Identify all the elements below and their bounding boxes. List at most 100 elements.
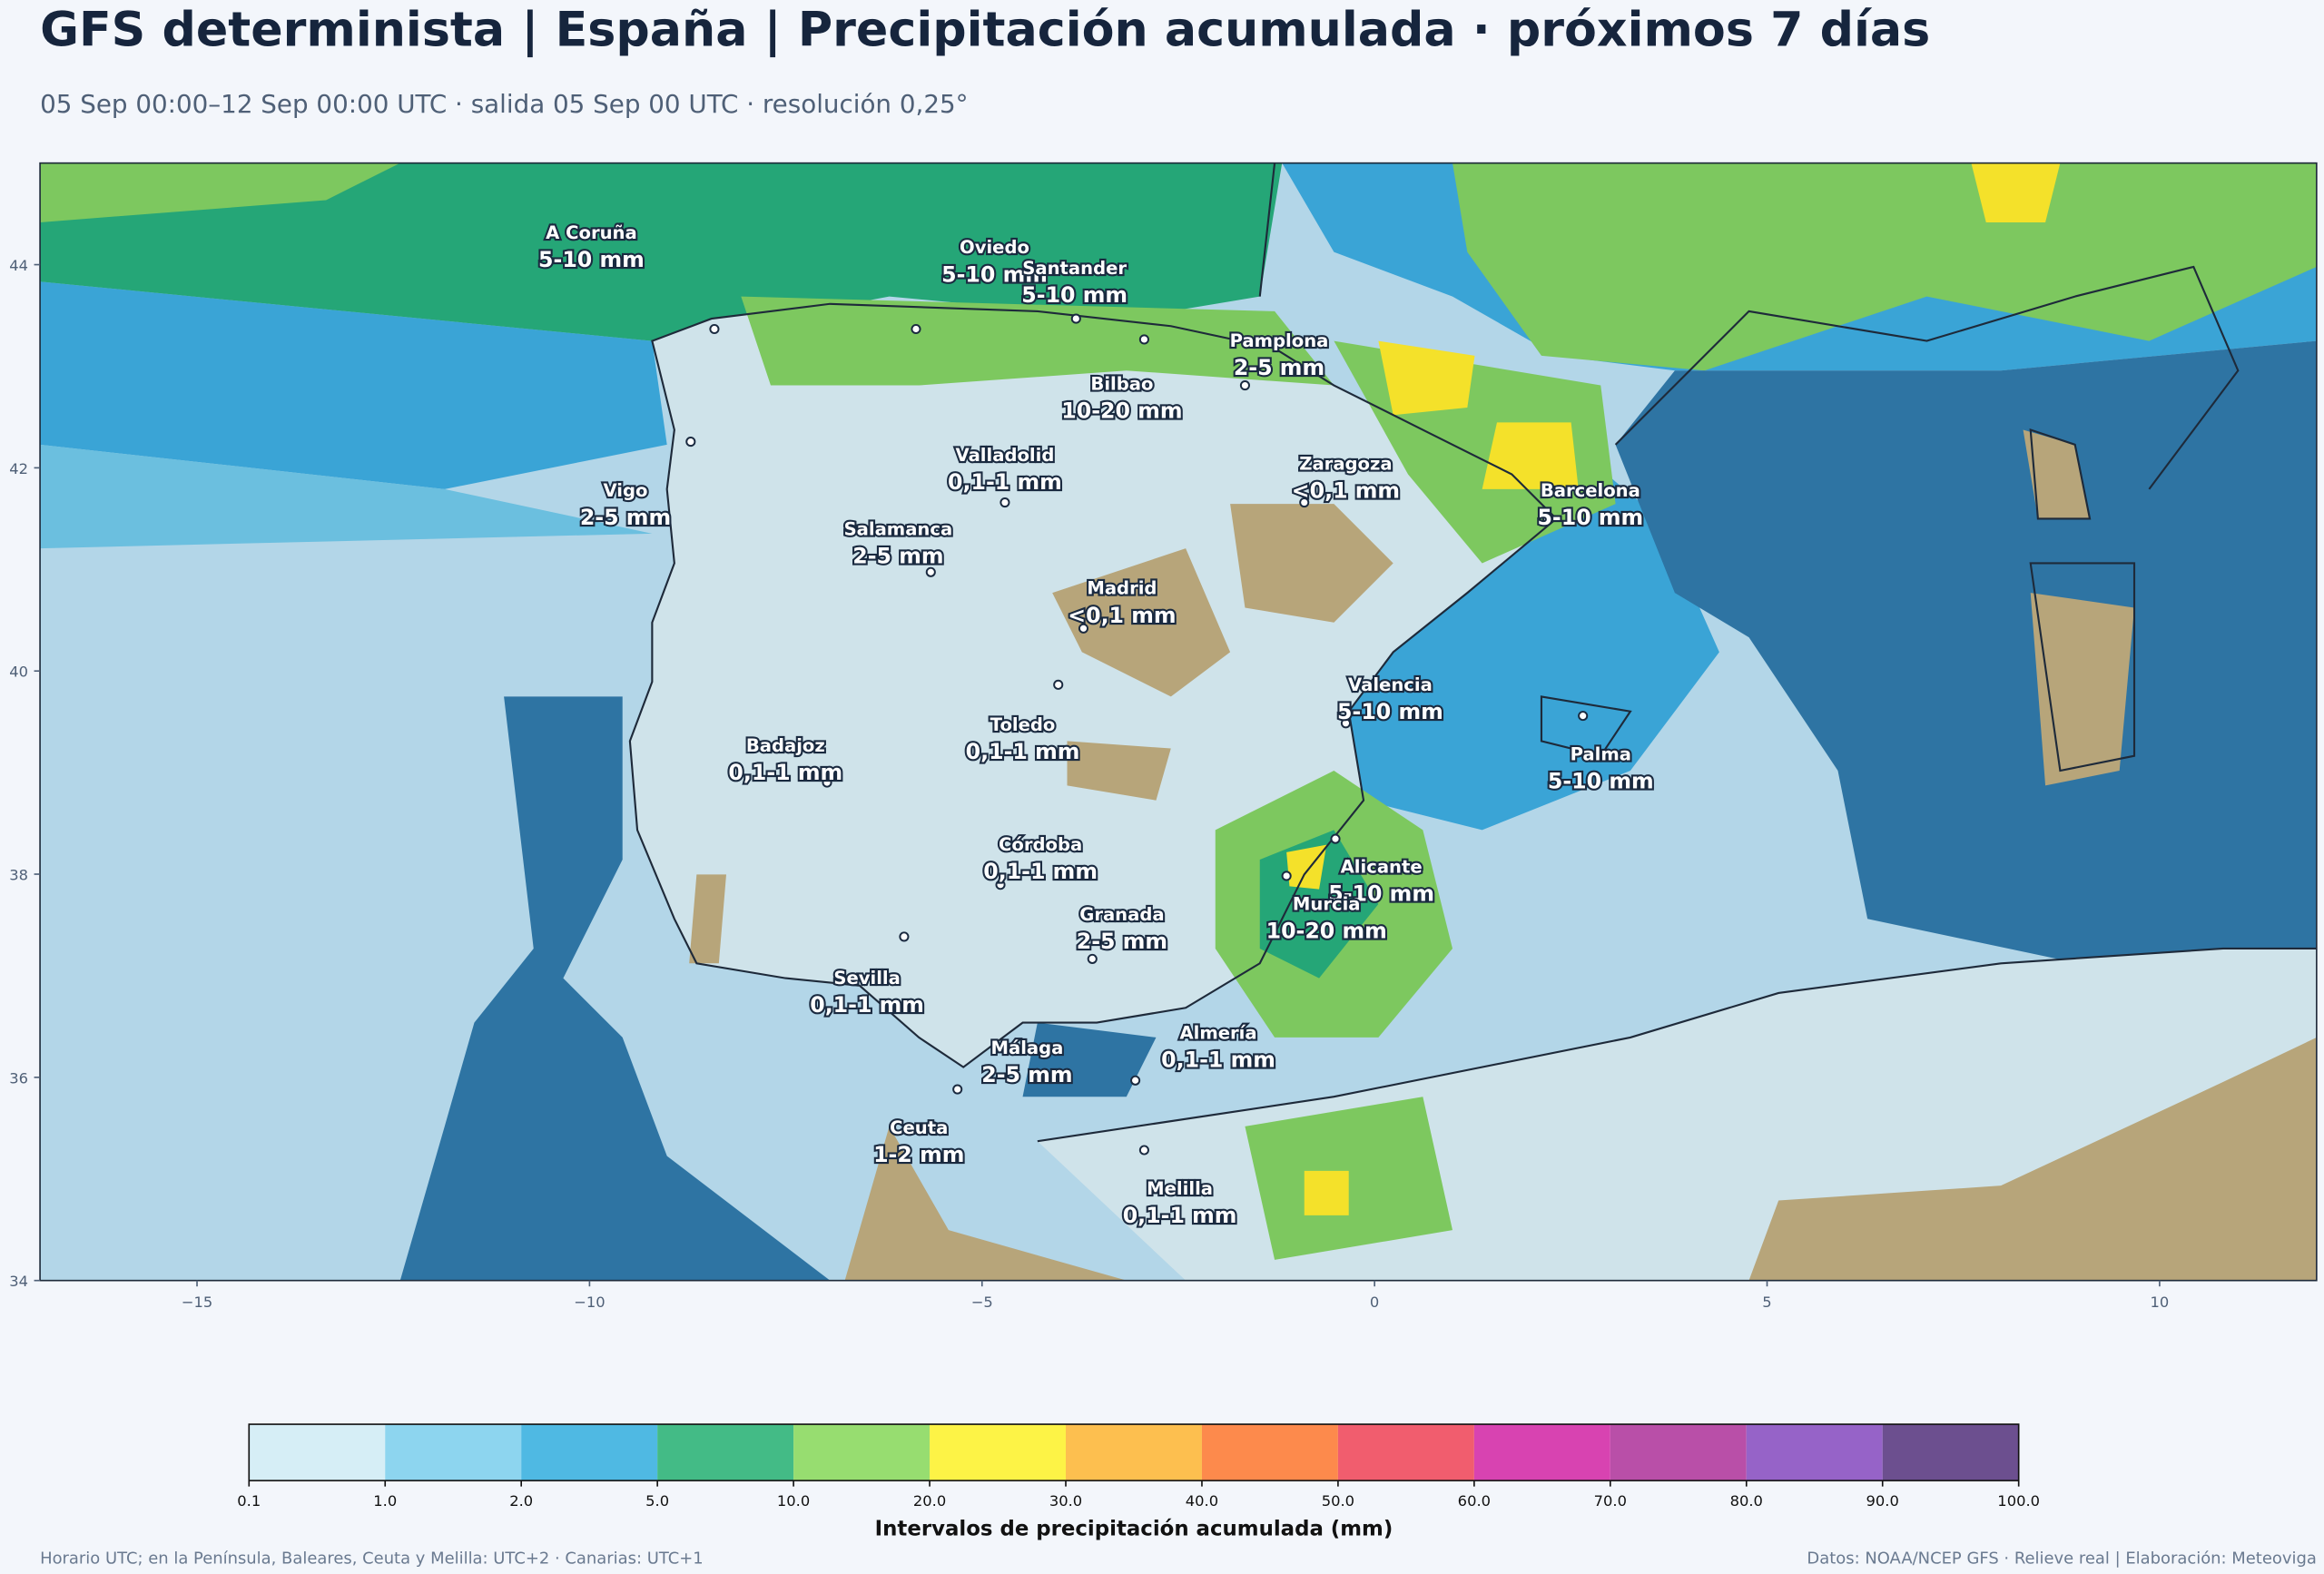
footer-left: Horario UTC; en la Península, Baleares, … bbox=[40, 1549, 704, 1569]
city-dot bbox=[1130, 1075, 1141, 1086]
colorbar-label: 50.0 bbox=[1322, 1492, 1354, 1510]
city-value: 0,1-1 mm bbox=[728, 760, 842, 785]
y-tick-label: 38 bbox=[9, 867, 28, 884]
city-dot bbox=[1138, 334, 1149, 345]
colorbar-label: 0.1 bbox=[237, 1492, 261, 1510]
y-tick-label: 44 bbox=[9, 257, 28, 274]
city-dot bbox=[1578, 711, 1589, 722]
city-dot bbox=[952, 1084, 963, 1095]
y-tick-label: 34 bbox=[9, 1273, 28, 1290]
city-dot bbox=[1340, 718, 1352, 729]
subtitle: 05 Sep 00:00–12 Sep 00:00 UTC · salida 0… bbox=[40, 89, 968, 119]
city-dot bbox=[1541, 513, 1553, 525]
city-dot bbox=[911, 323, 921, 335]
city-name: Madrid bbox=[1087, 578, 1157, 599]
city-value: 10-20 mm bbox=[1266, 919, 1387, 944]
city-value: 0,1-1 mm bbox=[810, 992, 924, 1018]
city-value: <0,1 mm bbox=[1068, 603, 1176, 628]
city-name: Vigo bbox=[603, 480, 647, 501]
city-name: Valencia bbox=[1348, 674, 1433, 695]
city-name: Zaragoza bbox=[1299, 454, 1392, 475]
colorbar-segment bbox=[1337, 1424, 1474, 1481]
city-value: 0,1-1 mm bbox=[966, 739, 1080, 764]
city-value: 5-10 mm bbox=[1548, 769, 1654, 794]
city-name: Salamanca bbox=[844, 518, 953, 539]
colorbar-segment bbox=[521, 1424, 658, 1481]
map-field bbox=[40, 162, 2317, 1281]
city-value: 2-5 mm bbox=[1234, 355, 1324, 380]
city-value: 0,1-1 mm bbox=[948, 469, 1062, 495]
colorbar-segment bbox=[1746, 1424, 1883, 1481]
x-tick-label: −15 bbox=[182, 1294, 212, 1311]
city-name: Ceuta bbox=[890, 1117, 948, 1138]
title: GFS determinista | España | Precipitació… bbox=[40, 4, 1930, 58]
colorbar-segment bbox=[1882, 1424, 2019, 1481]
city-name: Bilbao bbox=[1090, 373, 1153, 394]
colorbar-segment bbox=[1610, 1424, 1747, 1481]
city-value: 2-5 mm bbox=[1077, 929, 1167, 954]
x-tick-label: 10 bbox=[2151, 1294, 2170, 1311]
colorbar-label: 100.0 bbox=[1997, 1492, 2040, 1510]
city-dot bbox=[1053, 679, 1064, 690]
colorbar-segment bbox=[930, 1424, 1067, 1481]
city-name: Alicante bbox=[1341, 857, 1423, 878]
colorbar-label: 60.0 bbox=[1458, 1492, 1491, 1510]
city-value: 5-10 mm bbox=[1337, 699, 1443, 724]
city-dot bbox=[1000, 497, 1010, 508]
city-name: Oviedo bbox=[960, 237, 1029, 258]
city-name: Pamplona bbox=[1230, 330, 1329, 351]
map-frame bbox=[39, 162, 2318, 1282]
x-tick-label: 5 bbox=[1762, 1294, 1771, 1311]
city-value: 10-20 mm bbox=[1061, 398, 1182, 423]
city-name: Córdoba bbox=[999, 834, 1082, 855]
city-value: 5-10 mm bbox=[941, 261, 1048, 287]
city-dot bbox=[1078, 623, 1089, 634]
city-name: Granada bbox=[1079, 904, 1164, 925]
colorbar-label: 5.0 bbox=[645, 1492, 669, 1510]
colorbar-segment bbox=[385, 1424, 522, 1481]
y-tick-label: 36 bbox=[9, 1069, 28, 1087]
city-value: 0,1-1 mm bbox=[983, 859, 1098, 884]
x-tick-label: −5 bbox=[971, 1294, 993, 1311]
colorbar-label: 1.0 bbox=[373, 1492, 397, 1510]
colorbar-segment bbox=[1201, 1424, 1338, 1481]
city-value: 5-10 mm bbox=[538, 247, 645, 272]
x-tick-label: 0 bbox=[1370, 1294, 1379, 1311]
city-value: <0,1 mm bbox=[1292, 478, 1400, 504]
city-value: 5-10 mm bbox=[1021, 282, 1128, 308]
colorbar-label: 70.0 bbox=[1594, 1492, 1627, 1510]
city-dot bbox=[1138, 1145, 1149, 1156]
city-name: Toledo bbox=[990, 714, 1056, 735]
city-name: Almería bbox=[1179, 1023, 1256, 1044]
city-dot bbox=[1330, 833, 1341, 844]
city-dot bbox=[685, 437, 696, 448]
colorbar-label: 40.0 bbox=[1186, 1492, 1218, 1510]
city-dot bbox=[929, 1121, 940, 1132]
colorbar-segment bbox=[249, 1424, 386, 1481]
city-dot bbox=[1070, 313, 1081, 324]
city-dot bbox=[925, 566, 936, 577]
city-value: 5-10 mm bbox=[1328, 881, 1434, 907]
colorbar-frame bbox=[248, 1423, 2020, 1481]
city-value: 0,1-1 mm bbox=[1161, 1048, 1275, 1073]
city-dot bbox=[822, 777, 832, 788]
city-value: 2-5 mm bbox=[981, 1062, 1072, 1087]
y-tick-label: 40 bbox=[9, 664, 28, 681]
city-dot bbox=[899, 931, 910, 942]
city-name: Sevilla bbox=[833, 968, 901, 989]
colorbar-label: 80.0 bbox=[1730, 1492, 1763, 1510]
city-dot bbox=[1239, 380, 1250, 391]
city-name: Palma bbox=[1571, 744, 1631, 765]
city-dot bbox=[995, 880, 1006, 890]
city-value: 5-10 mm bbox=[1537, 505, 1643, 530]
city-value: 1-2 mm bbox=[873, 1142, 964, 1167]
y-tick-label: 42 bbox=[9, 460, 28, 477]
colorbar-label: 30.0 bbox=[1049, 1492, 1082, 1510]
colorbar-title: Intervalos de precipitación acumulada (m… bbox=[875, 1517, 1393, 1540]
colorbar-segment bbox=[793, 1424, 931, 1481]
city-dot bbox=[1299, 497, 1310, 508]
city-dot bbox=[1087, 953, 1098, 964]
city-name: Barcelona bbox=[1541, 480, 1640, 501]
